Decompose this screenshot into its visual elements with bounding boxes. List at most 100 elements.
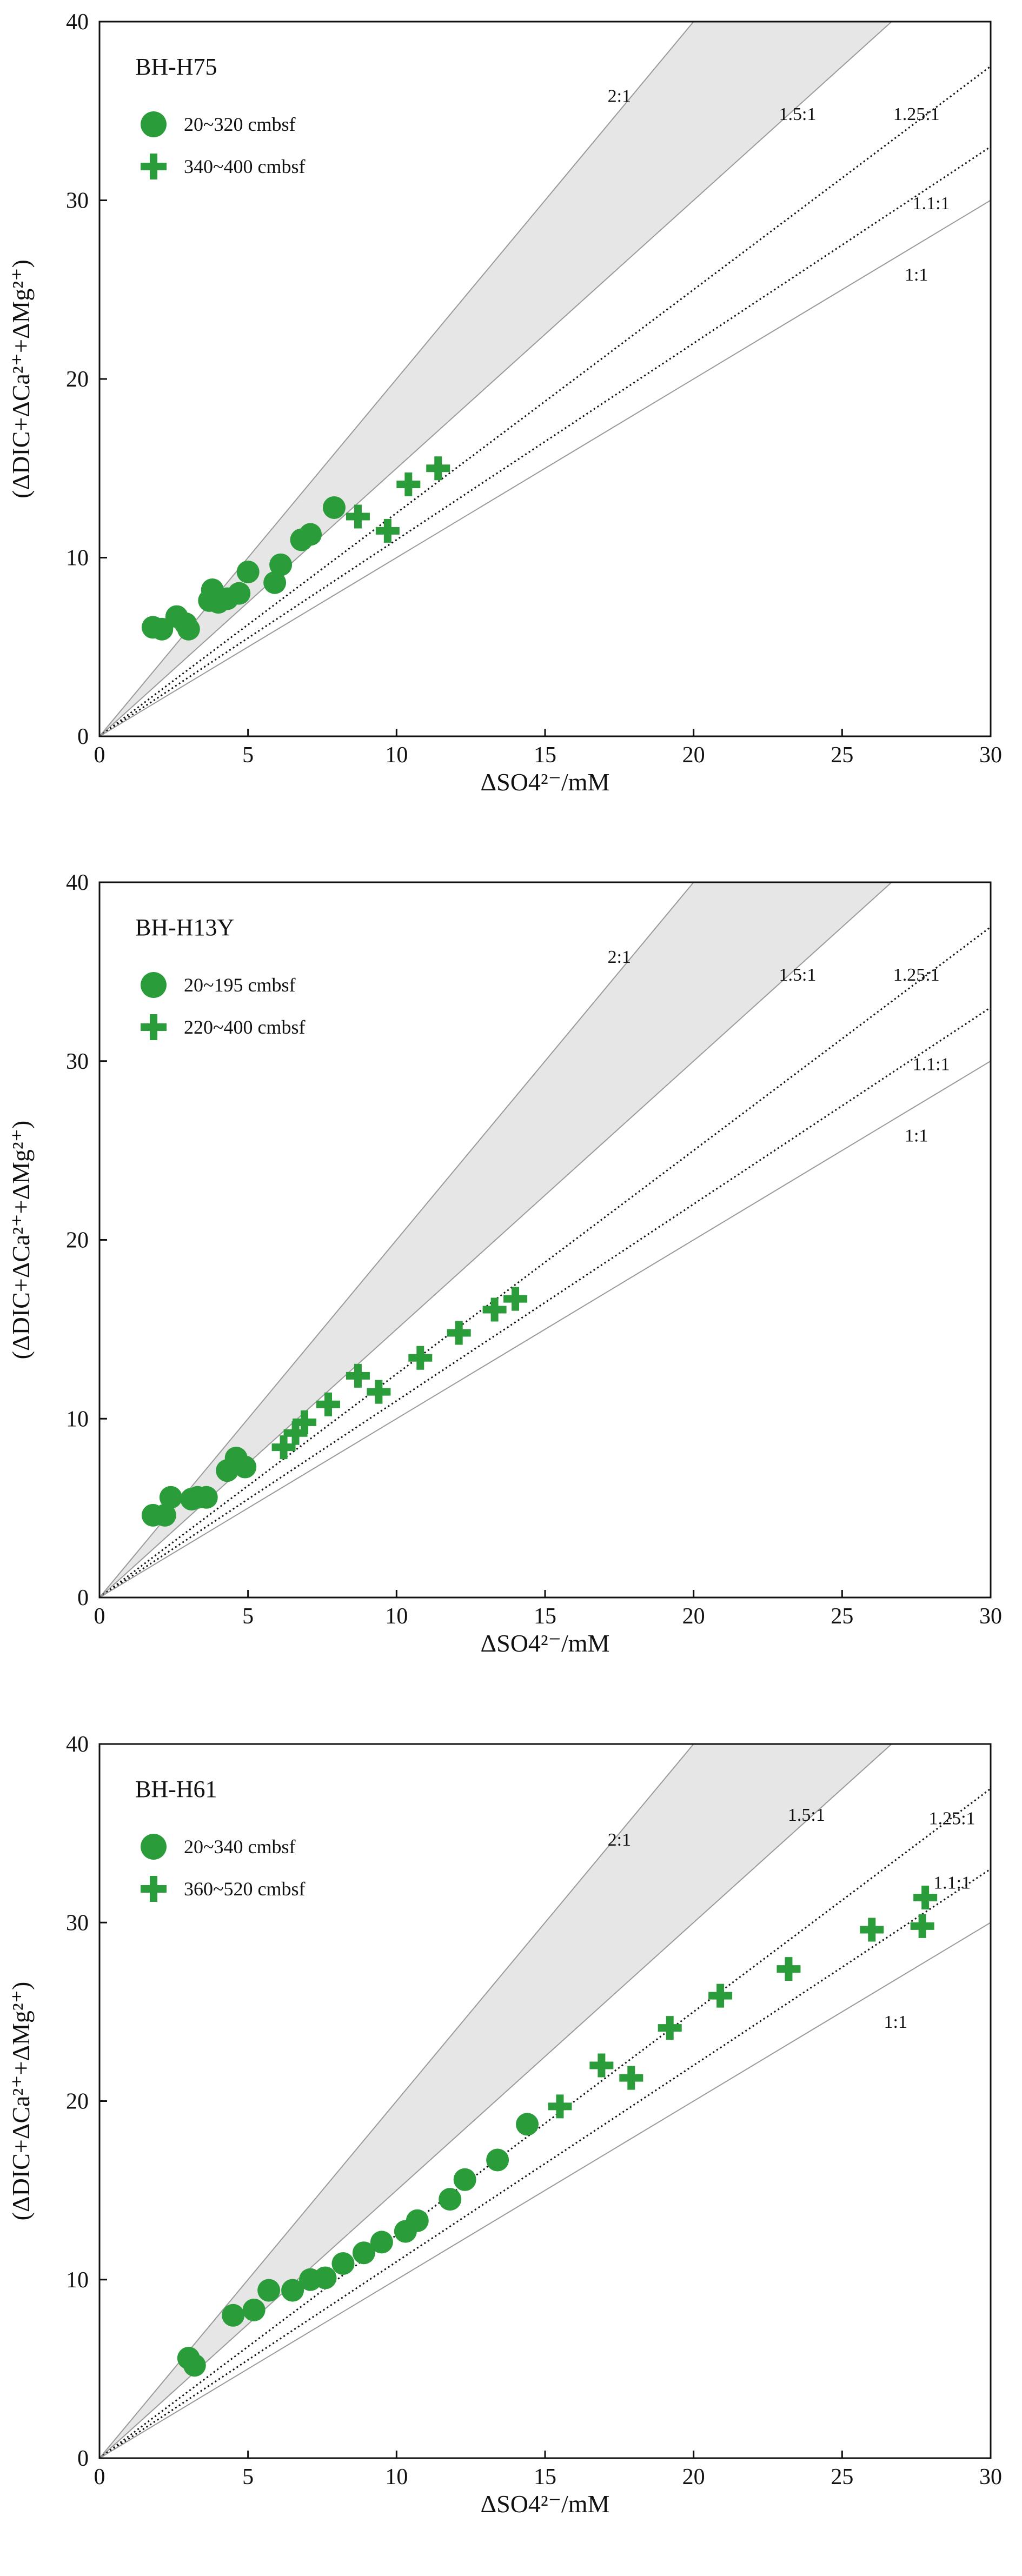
ratio-label: 1.5:1 [779,104,816,124]
x-tick-label: 25 [831,2465,853,2490]
chart-panel: 2:1 1.5:1 1.25:1 1.1:1 1:1 0 5 10 15 20 25 30 0 10 20 3… [7,1732,1002,2518]
data-point-circle [299,523,322,546]
data-point-plus [503,1287,528,1311]
data-point-plus [913,1886,938,1910]
data-point-circle [281,2279,304,2302]
data-point-circle [314,2266,337,2289]
x-axis-title: ΔSO4²⁻/mM [481,2490,610,2518]
chart-panel: 2:1 1.5:1 1.25:1 1.1:1 1:1 0 5 10 15 20 25 30 0 10 20 3… [7,870,1002,1657]
data-point-plus [658,2016,682,2040]
legend-plus-icon [141,154,167,179]
ratio-label: 1.25:1 [893,104,940,124]
y-tick-label: 0 [77,2446,89,2471]
y-tick-label: 10 [66,1407,89,1432]
data-point-plus [367,1380,391,1404]
y-tick-label: 30 [66,189,89,214]
x-tick-label: 20 [682,743,705,768]
data-point-circle [453,2168,476,2191]
reference-line-1-1-1 [99,1007,991,1597]
data-point-circle [177,617,200,641]
legend-circle-icon [141,972,167,998]
data-point-plus [860,1918,884,1942]
reference-line-1-1 [99,199,991,736]
plot-area [99,1744,991,2458]
ratio-label: 1.1:1 [913,1054,950,1074]
data-point-plus [447,1321,471,1345]
reference-line-1-1-1 [99,1868,991,2458]
legend-plus-icon [141,1014,167,1040]
data-point-circle [195,1486,218,1509]
chart-panel: 2:1 1.5:1 1.25:1 1.1:1 1:1 0 5 10 15 20 25 30 0 10 20 3… [7,10,1002,796]
x-tick-label: 30 [979,743,1002,768]
data-point-plus [910,1914,934,1938]
y-axis-title: (ΔDIC+ΔCa²⁺+ΔMg²⁺) [7,1121,35,1360]
reference-line-1-1 [99,1922,991,2458]
y-tick-label: 20 [66,1228,89,1253]
x-tick-label: 15 [534,1604,556,1629]
data-point-circle [486,2148,509,2172]
data-point-plus [426,456,450,481]
legend-label: 360~520 cmbsf [184,1878,305,1900]
panel-title: BH-H75 [135,54,217,80]
y-tick-label: 40 [66,1732,89,1757]
y-tick-label: 10 [66,2268,89,2293]
data-point-plus [316,1392,340,1416]
x-axis-title: ΔSO4²⁻/mM [481,768,610,796]
data-point-plus [346,1363,370,1388]
x-tick-label: 0 [94,743,105,768]
ratio-label: 1.1:1 [933,1873,971,1893]
data-point-circle [159,1486,182,1509]
legend-label: 340~400 cmbsf [184,156,305,177]
legend-label: 20~320 cmbsf [184,114,295,135]
reference-line-2-1 [99,1744,694,2458]
y-tick-label: 20 [66,2089,89,2114]
x-tick-label: 25 [831,1604,853,1629]
legend-circle-icon [141,1834,167,1860]
data-point-circle [150,617,174,641]
data-point-plus [293,1410,317,1434]
legend-plus-icon [141,1876,167,1902]
data-point-circle [331,2252,355,2275]
data-point-plus [589,2053,614,2078]
x-tick-label: 25 [831,743,853,768]
reference-line-1-5-1 [99,1744,892,2458]
ratio-label: 1.5:1 [788,1805,825,1825]
data-point-plus [708,1983,733,2008]
y-tick-label: 10 [66,546,89,571]
y-axis-title: (ΔDIC+ΔCa²⁺+ΔMg²⁺) [7,259,35,498]
ratio-label: 2:1 [608,1830,631,1850]
data-point-plus [375,518,400,543]
data-point-plus [777,1957,801,1981]
y-tick-label: 40 [66,870,89,895]
ratio-label: 1.25:1 [893,965,940,985]
data-point-circle [257,2279,281,2302]
x-tick-label: 10 [385,2465,408,2490]
data-point-circle [153,1503,176,1527]
legend-label: 20~195 cmbsf [184,974,295,996]
ratio-label: 1.5:1 [779,965,816,985]
data-point-circle [234,1455,257,1479]
data-point-circle [322,496,346,519]
y-axis-title: (ΔDIC+ΔCa²⁺+ΔMg²⁺) [7,1982,35,2221]
data-point-circle [439,2188,462,2211]
panel-title: BH-H13Y [135,914,234,941]
x-tick-label: 20 [682,2465,705,2490]
x-tick-label: 30 [979,2465,1002,2490]
x-tick-label: 15 [534,2465,556,2490]
data-point-circle [183,2354,206,2377]
data-point-plus [619,2066,643,2090]
x-tick-label: 10 [385,1604,408,1629]
legend-label: 20~340 cmbsf [184,1836,295,1858]
legend-label: 220~400 cmbsf [184,1016,305,1038]
legend-circle-icon [141,111,167,137]
plot-area [99,22,991,736]
data-point-circle [222,2304,245,2327]
reference-line-1-1-1 [99,146,991,736]
data-point-plus [408,1346,433,1370]
x-tick-label: 20 [682,1604,705,1629]
reference-line-2-1 [99,882,694,1597]
reference-line-1-5-1 [99,22,892,736]
ratio-label: 1:1 [905,265,928,285]
data-point-plus [548,2094,572,2119]
y-tick-label: 30 [66,1911,89,1935]
